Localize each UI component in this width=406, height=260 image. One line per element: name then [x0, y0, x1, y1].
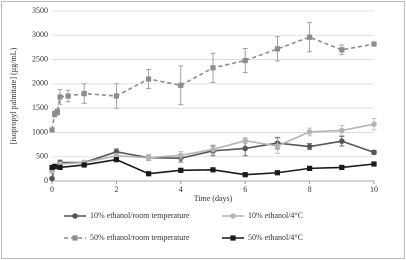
legend-marker — [230, 235, 236, 241]
x-tick-label: 4 — [179, 185, 183, 194]
marker — [242, 145, 248, 152]
x-tick-label: 6 — [243, 185, 247, 194]
marker — [49, 164, 55, 170]
marker — [49, 175, 55, 182]
legend-marker — [72, 213, 78, 219]
marker — [54, 109, 60, 115]
marker — [242, 57, 248, 64]
marker — [371, 161, 377, 167]
marker — [371, 149, 377, 156]
legend-label: 10% ethanol/room temperature — [90, 211, 190, 220]
legend-marker — [72, 235, 78, 241]
marker — [307, 165, 313, 171]
y-tick-label: 2500 — [32, 54, 48, 63]
marker — [57, 164, 63, 170]
marker — [274, 46, 280, 52]
x-tick-label: 8 — [308, 185, 312, 194]
marker — [145, 154, 152, 161]
marker — [339, 164, 345, 170]
y-tick-label: 3000 — [32, 30, 48, 39]
x-tick-label: 2 — [114, 185, 118, 194]
marker — [113, 157, 119, 163]
marker — [52, 163, 58, 170]
marker — [146, 171, 152, 177]
y-tick-label: 0 — [44, 176, 48, 185]
marker — [81, 90, 87, 97]
marker — [274, 143, 281, 149]
legend-label: 10% ethanol/4°C — [248, 211, 303, 220]
marker — [52, 111, 58, 117]
marker — [371, 41, 377, 47]
marker — [339, 127, 345, 134]
marker — [242, 172, 248, 178]
y-tick-label: 500 — [36, 152, 48, 161]
x-tick-label: 10 — [370, 185, 378, 194]
marker — [65, 93, 71, 99]
marker — [178, 167, 184, 173]
marker — [113, 93, 119, 99]
marker — [49, 127, 55, 133]
legend-label: 50% ethanol/4°C — [248, 233, 303, 242]
marker — [81, 162, 87, 168]
marker — [306, 129, 313, 135]
marker — [339, 138, 345, 144]
y-axis-label: [isopropyl palmitate] (µg/mL) — [9, 47, 18, 144]
marker — [178, 152, 184, 159]
y-tick-label: 2000 — [32, 79, 48, 88]
marker — [307, 34, 313, 40]
y-tick-label: 3500 — [32, 6, 48, 15]
y-tick-label: 1000 — [32, 127, 48, 136]
marker — [210, 65, 216, 71]
marker — [178, 82, 184, 88]
y-tick-label: 1500 — [32, 103, 48, 112]
marker — [339, 47, 345, 53]
marker — [146, 76, 152, 82]
x-axis-label: Time (days) — [194, 194, 233, 203]
legend-label: 50% ethanol/room temperature — [90, 233, 190, 242]
marker — [210, 167, 216, 173]
marker — [57, 94, 63, 100]
marker — [210, 146, 216, 153]
x-tick-label: 0 — [50, 185, 54, 194]
marker — [242, 137, 248, 144]
marker — [274, 170, 280, 176]
legend-marker — [230, 213, 236, 219]
marker — [306, 143, 313, 150]
marker — [371, 121, 377, 127]
